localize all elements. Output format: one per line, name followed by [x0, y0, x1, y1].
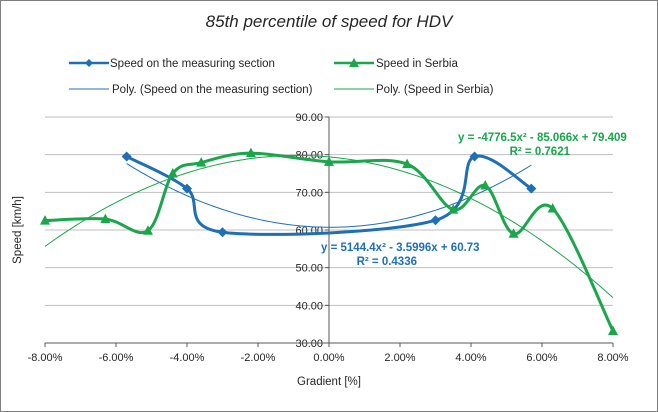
- x-tick-label: -8.00%: [28, 352, 63, 364]
- x-tick-label: 4.00%: [455, 352, 486, 364]
- legend-item-speed-serbia: Speed in Serbia: [334, 58, 458, 70]
- trendline-r2-serbia: R² = 0.7621: [510, 146, 571, 158]
- data-point-diamond: [526, 183, 537, 194]
- data-point-triangle: [480, 180, 491, 190]
- y-tick-label: 40.00: [295, 300, 323, 312]
- legend: Speed on the measuring section Speed in …: [69, 58, 494, 96]
- y-tick-label: 50.00: [295, 263, 323, 275]
- x-tick-label: -2.00%: [241, 352, 276, 364]
- data-point-triangle: [245, 147, 256, 158]
- legend-label: Poly. (Speed on the measuring section): [112, 84, 313, 96]
- chart-title: 85th percentile of speed for HDV: [206, 12, 454, 31]
- data-point-diamond: [182, 183, 192, 194]
- trendline-r2-measuring-section: R² = 0.4336: [357, 256, 417, 268]
- y-tick-label: 30.00: [295, 338, 323, 350]
- legend-item-poly-serbia: Poly. (Speed in Serbia): [334, 84, 494, 96]
- legend-label: Speed on the measuring section: [110, 58, 275, 70]
- data-point-triangle: [167, 168, 178, 178]
- data-series: [40, 147, 618, 335]
- data-point-triangle: [40, 215, 50, 225]
- x-axis-title: Gradient [%]: [297, 376, 361, 388]
- legend-triangle-marker: [349, 58, 359, 67]
- data-point-triangle: [142, 225, 153, 235]
- data-point-triangle: [324, 156, 334, 166]
- trendline-equations: y = 5144.4x² - 3.5996x + 60.73 R² = 0.43…: [321, 132, 627, 268]
- legend-diamond-marker: [85, 59, 93, 67]
- data-point-triangle: [448, 204, 459, 214]
- data-point-triangle: [196, 157, 207, 167]
- axes: 30.0040.0050.0060.0070.0080.0090.00-8.00…: [12, 112, 629, 388]
- y-tick-label: 70.00: [295, 187, 323, 199]
- data-point-triangle: [402, 158, 413, 169]
- data-point-diamond: [217, 227, 228, 238]
- x-tick-label: 8.00%: [597, 352, 628, 364]
- trendline-equation-serbia: y = -4776.5x² - 85.066x + 79.409: [458, 132, 627, 144]
- x-tick-label: -4.00%: [170, 352, 205, 364]
- data-point-diamond: [430, 215, 441, 226]
- data-point-triangle: [608, 325, 618, 335]
- legend-label: Poly. (Speed in Serbia): [376, 84, 494, 96]
- series-line-serbia: [44, 151, 615, 332]
- legend-item-poly-measuring-section: Poly. (Speed on the measuring section): [69, 84, 313, 96]
- y-axis-title: Speed [km/h]: [12, 196, 24, 264]
- x-tick-label: 0.00%: [313, 352, 344, 364]
- data-point-triangle: [547, 203, 558, 213]
- data-point-triangle: [100, 213, 111, 224]
- x-tick-label: -6.00%: [99, 352, 134, 364]
- trendline-equation-measuring-section: y = 5144.4x² - 3.5996x + 60.73: [321, 242, 480, 254]
- data-point-diamond: [469, 151, 480, 162]
- x-tick-label: 2.00%: [384, 352, 415, 364]
- x-tick-label: 6.00%: [526, 352, 557, 364]
- y-tick-label: 90.00: [295, 112, 323, 124]
- data-point-triangle: [508, 228, 519, 238]
- legend-item-speed-measuring-section: Speed on the measuring section: [69, 58, 275, 70]
- data-point-diamond: [121, 151, 132, 162]
- legend-label: Speed in Serbia: [376, 58, 458, 70]
